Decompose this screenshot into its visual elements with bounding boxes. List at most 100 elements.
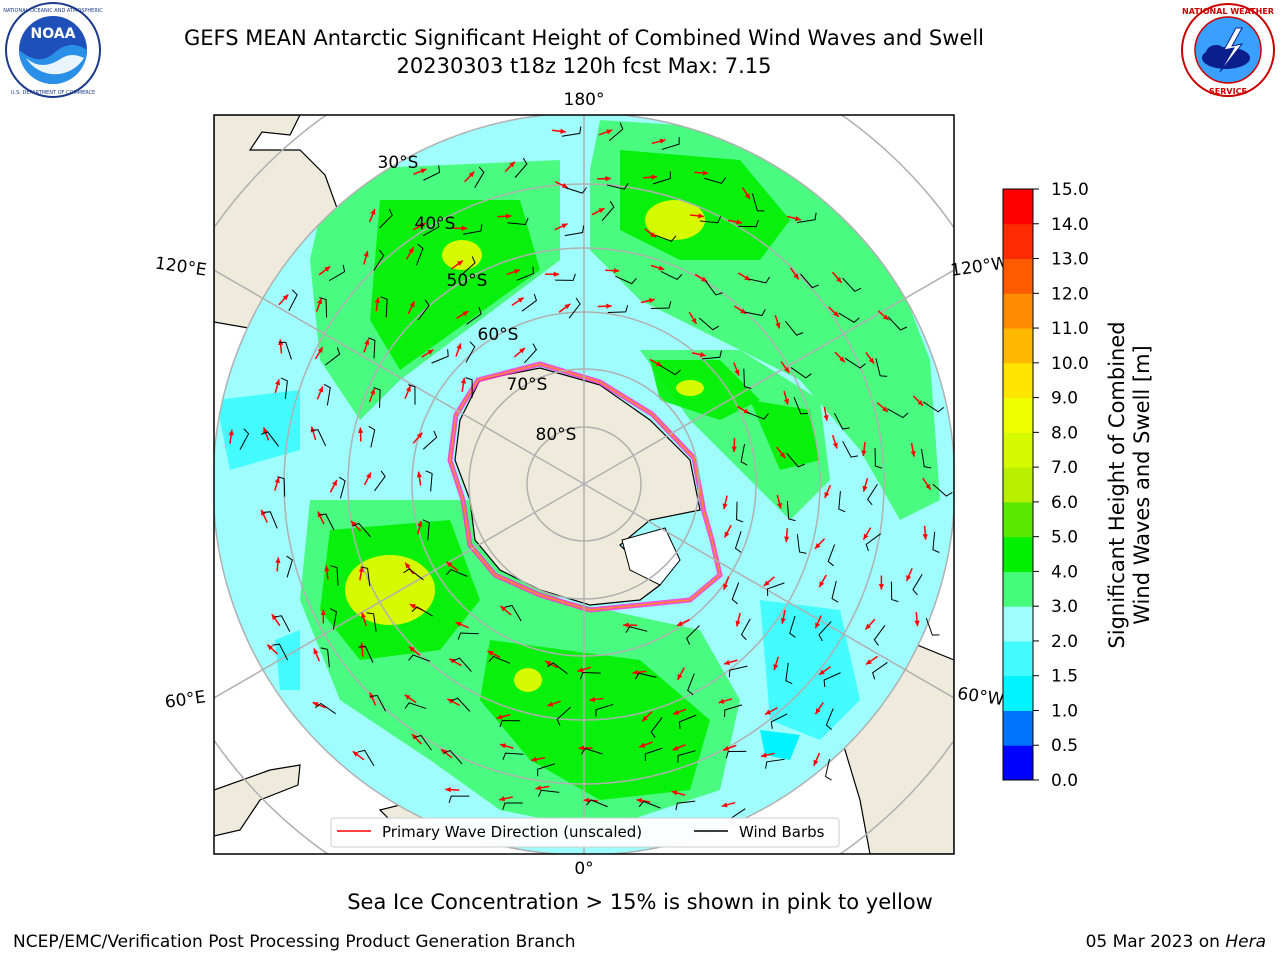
wind-barb	[474, 166, 485, 189]
wave-arrow-head	[606, 129, 613, 135]
wind-barb	[416, 243, 424, 266]
antarctica-landmass	[454, 367, 701, 606]
wave-arrow-head	[925, 483, 931, 490]
wind-barb	[785, 662, 793, 685]
wave-arrow-head	[405, 562, 411, 569]
wind-barb	[704, 177, 727, 184]
wave-arrow-head	[487, 651, 494, 656]
wind-barb	[579, 671, 601, 680]
colorbar-tick-label: 12.0	[1051, 284, 1089, 304]
lat-label-80s: 80°S	[536, 425, 577, 445]
wind-barb	[740, 443, 748, 466]
wave-arrow-head	[832, 442, 838, 449]
wave-arrow-head	[545, 661, 552, 666]
colorbar-swatches	[1003, 189, 1033, 781]
wave-arrow-head	[922, 534, 928, 540]
wave-arrow-head	[419, 223, 426, 228]
wind-barb	[260, 431, 280, 447]
wave-arrow-head	[352, 751, 359, 757]
wind-barb	[505, 604, 522, 622]
wave-arrow-head	[824, 491, 830, 498]
wave-arrow-head	[815, 708, 821, 715]
colorbar-swatch	[1003, 258, 1033, 294]
wave-arrow-head	[509, 161, 515, 168]
wind-barb	[873, 624, 886, 646]
wind-barb	[922, 401, 945, 413]
noaa-logo: NOAA NATIONAL OCEANIC AND ATMOSPHERIC U.…	[3, 2, 103, 98]
wave-arrow-head	[691, 317, 697, 324]
wave-arrow-head	[361, 612, 367, 619]
wave-arrow-head	[517, 297, 524, 303]
footer-credit: NCEP/EMC/Verification Post Processing Pr…	[13, 932, 576, 952]
wind-barb	[654, 234, 677, 242]
wind-barb	[463, 223, 483, 235]
wind-barb	[537, 763, 555, 777]
wave-arrow-head	[514, 269, 521, 275]
latitude-labels: 30°S 40°S 50°S 60°S 70°S 80°S	[378, 153, 577, 445]
wave-arrow-head	[374, 297, 381, 304]
wind-barb	[466, 307, 482, 325]
wave-arrow-head	[370, 388, 375, 395]
wind-barb	[288, 289, 298, 312]
wind-barb	[766, 582, 785, 596]
wave-arrow-head	[496, 714, 503, 720]
wave-arrow-head	[263, 427, 268, 434]
wave-arrow-head	[731, 446, 737, 453]
wave-arrow-head	[357, 427, 364, 433]
wind-barb	[319, 297, 328, 318]
wave-arrow-head	[519, 347, 526, 354]
wind-barb	[272, 643, 289, 661]
wind-barb	[417, 299, 430, 321]
wave-arrow-head	[649, 232, 656, 238]
lat-label-70s: 70°S	[507, 375, 548, 395]
footer-date: 05 Mar 2023 on Hera	[1086, 932, 1266, 952]
wind-barb	[561, 126, 582, 137]
wind-barb	[638, 800, 661, 809]
wind-barb	[523, 343, 538, 364]
wave-arrow-head	[350, 520, 357, 527]
wave-arrow-head	[275, 379, 281, 386]
wind-barb	[423, 165, 441, 181]
wave-arrow-head	[408, 247, 414, 254]
wave-arrow-head	[784, 536, 790, 543]
wave-arrow-head	[763, 580, 770, 586]
wave-arrow-head	[456, 343, 462, 350]
wave-arrow-head	[773, 664, 779, 671]
wave-arrow-head	[420, 168, 427, 174]
wave-arrow-head	[878, 584, 885, 590]
wind-barb	[358, 645, 374, 663]
wave-arrow-head	[865, 623, 872, 630]
wave-arrow-head	[721, 802, 728, 808]
wind-barb	[608, 122, 624, 142]
wind-barb	[606, 182, 629, 190]
wave-arrow-head	[676, 621, 683, 626]
wave-arrow-head	[775, 322, 781, 329]
colorbar-tick-label: 9.0	[1051, 389, 1078, 409]
map-title: GEFS MEAN Antarctic Significant Height o…	[183, 26, 985, 50]
wave-arrow-head	[780, 617, 786, 624]
svg-text:NATIONAL WEATHER: NATIONAL WEATHER	[1182, 7, 1274, 16]
wind-barb	[373, 387, 381, 408]
wind-barb	[607, 305, 629, 314]
wind-barb	[790, 367, 812, 379]
wave-arrow-head	[531, 756, 537, 762]
wave-arrow-head	[813, 759, 819, 766]
wind-barb	[568, 297, 581, 319]
colorbar-swatch	[1003, 745, 1033, 781]
wave-arrow-head	[734, 369, 740, 376]
wind-barb	[912, 573, 923, 596]
wind-barb	[770, 713, 788, 729]
wind-barb	[652, 171, 671, 185]
colorbar-swatch	[1003, 362, 1033, 399]
wave-arrow-head	[671, 790, 678, 796]
wind-barb	[370, 694, 387, 712]
wave-arrow-head	[499, 796, 505, 802]
wind-barb	[842, 440, 859, 458]
wave-arrow-head	[677, 673, 683, 680]
wave-arrow-head	[735, 620, 741, 627]
wave-direction-arrows	[228, 122, 953, 826]
wind-barb	[465, 377, 473, 398]
wave-arrow-head	[408, 646, 415, 652]
wave-arrow-head	[324, 266, 331, 272]
